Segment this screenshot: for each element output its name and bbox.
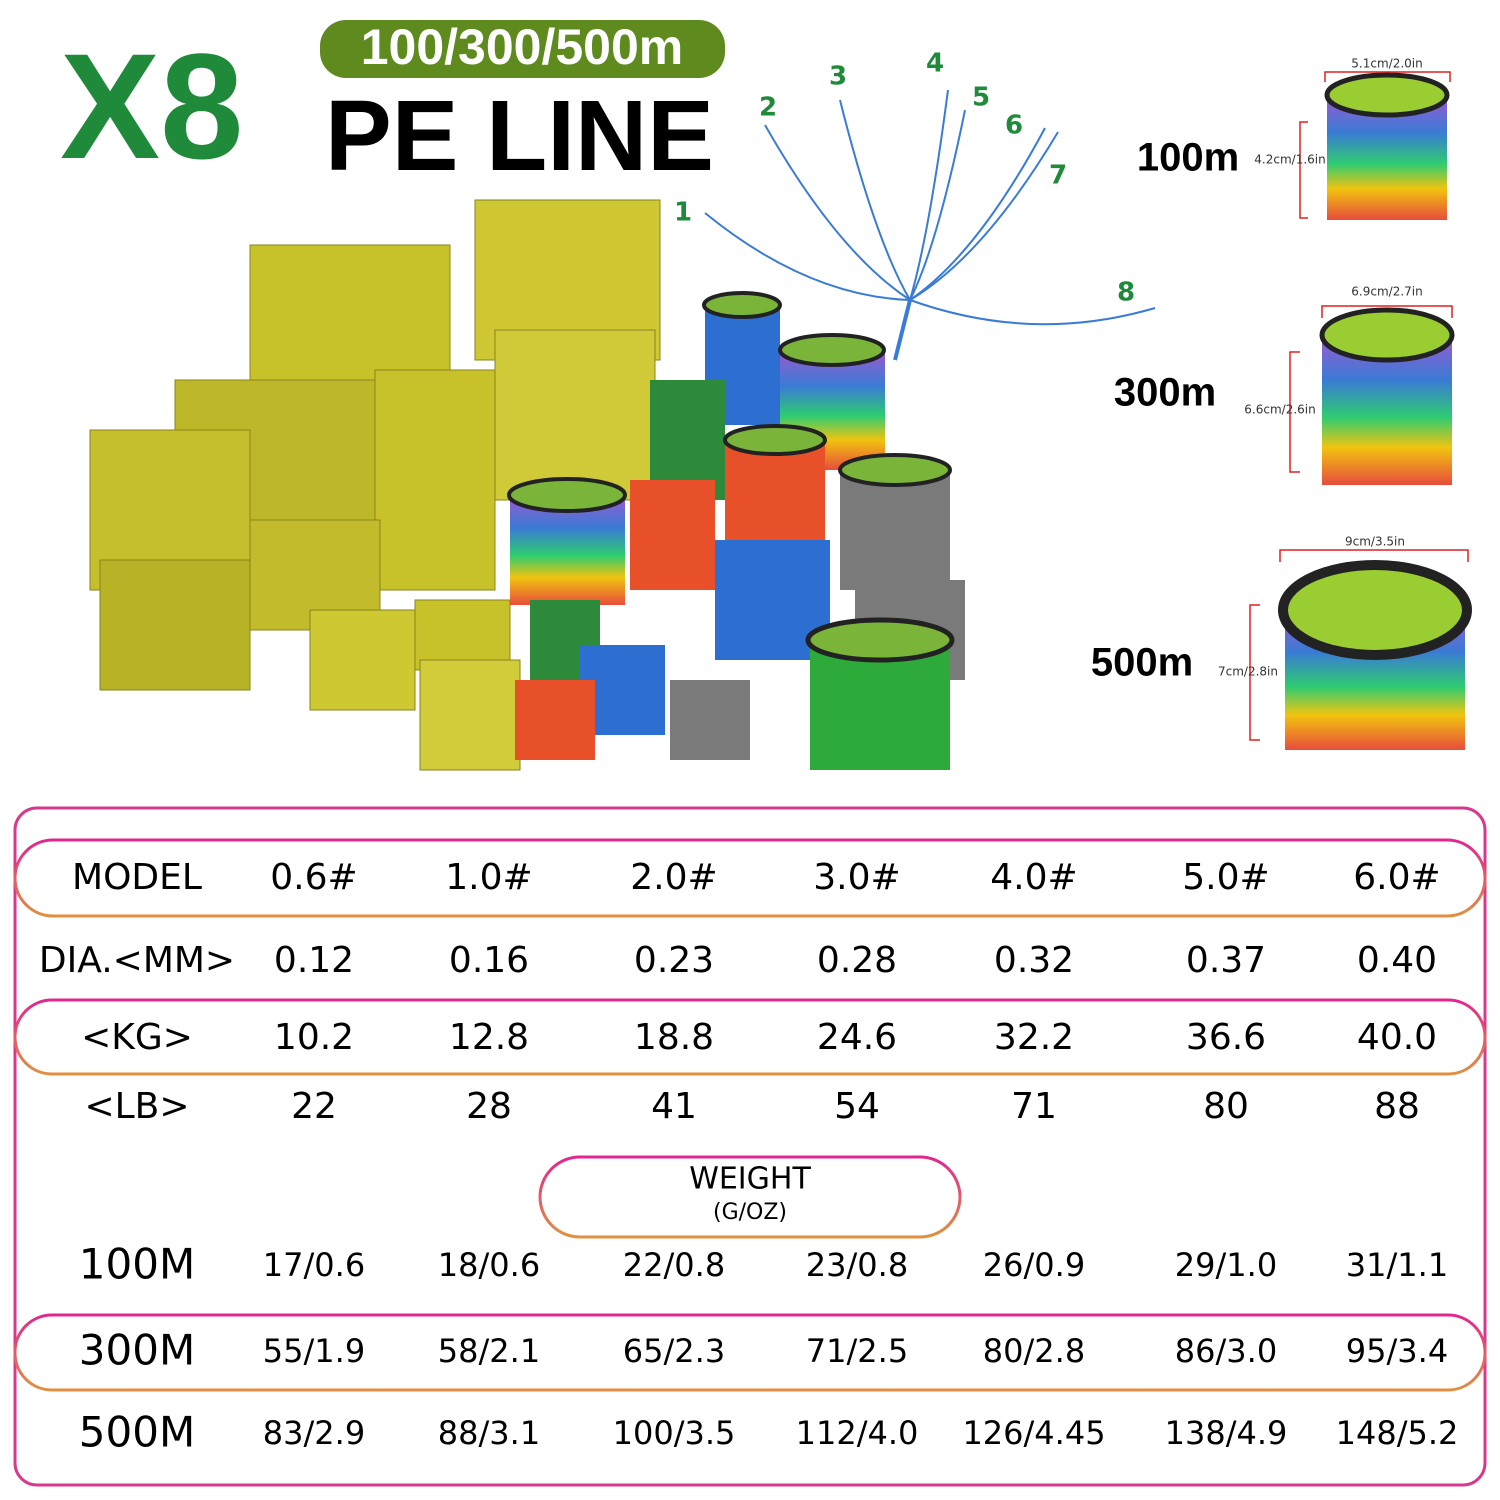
spool-width: 6.9cm/2.7in	[1351, 285, 1422, 299]
header-cell: 3.0#	[813, 857, 900, 898]
header-cell: 0.6#	[270, 857, 357, 898]
cell: 71	[1011, 1086, 1057, 1127]
strand-number: 3	[829, 62, 847, 92]
spool-height: 4.2cm/1.6in	[1254, 153, 1325, 167]
length-label: 500M	[79, 1408, 195, 1457]
table-frame	[13, 806, 1487, 1487]
weight-cell: 31/1.1	[1346, 1246, 1448, 1284]
weight-cell: 88/3.1	[438, 1414, 540, 1452]
strand-number: 2	[759, 93, 777, 123]
strand	[909, 299, 1156, 326]
weight-cell: 22/0.8	[623, 1246, 725, 1284]
cell: 24.6	[817, 1017, 897, 1058]
header-cell: 5.0#	[1182, 857, 1269, 898]
strand-number: 5	[972, 83, 990, 113]
weight-cell: 71/2.5	[806, 1332, 908, 1370]
cell: 32.2	[994, 1017, 1074, 1058]
weight-cell: 83/2.9	[263, 1414, 365, 1452]
weight-cell: 26/0.9	[983, 1246, 1085, 1284]
cell: 36.6	[1186, 1017, 1266, 1058]
cell: 18.8	[634, 1017, 714, 1058]
cell: 28	[466, 1086, 512, 1127]
weight-unit: (G/OZ)	[713, 1200, 787, 1225]
strand-number: 1	[674, 198, 692, 228]
weight-cell: 86/3.0	[1175, 1332, 1277, 1370]
strand-number: 7	[1049, 161, 1067, 191]
header-cell: 1.0#	[445, 857, 532, 898]
spool-height: 7cm/2.8in	[1218, 665, 1278, 679]
cell: 40.0	[1357, 1017, 1437, 1058]
weight-cell: 65/2.3	[623, 1332, 725, 1370]
cell: 22	[291, 1086, 337, 1127]
header-cell: 4.0#	[990, 857, 1077, 898]
row-highlight	[13, 1313, 1487, 1392]
cell: 0.12	[274, 940, 354, 981]
row-highlight	[13, 838, 1487, 918]
cell: <LB>	[84, 1086, 189, 1127]
weight-cell: 58/2.1	[438, 1332, 540, 1370]
weight-cell: 55/1.9	[263, 1332, 365, 1370]
cell: 80	[1203, 1086, 1249, 1127]
strand	[839, 99, 911, 301]
cell: 0.23	[634, 940, 714, 981]
cell: 0.28	[817, 940, 897, 981]
cell: 88	[1374, 1086, 1420, 1127]
strand	[909, 127, 1046, 301]
cell: 0.40	[1357, 940, 1437, 981]
spool-labels: 100m 5.1cm/2.0in 4.2cm/1.6in 300m 6.9cm/2.7i…	[1091, 57, 1423, 685]
cell: 0.37	[1186, 940, 1266, 981]
weight-cell: 100/3.5	[613, 1414, 736, 1452]
strand-number: 4	[926, 49, 944, 79]
cell: <KG>	[81, 1017, 193, 1058]
weight-cell: 23/0.8	[806, 1246, 908, 1284]
length-label: 300M	[79, 1326, 195, 1375]
title: X8	[60, 22, 243, 190]
strand	[764, 124, 911, 301]
spool-length: 100m	[1137, 136, 1239, 180]
weight-cell: 80/2.8	[983, 1332, 1085, 1370]
cell: 10.2	[274, 1017, 354, 1058]
weight-cell: 126/4.45	[962, 1414, 1105, 1452]
strand	[909, 131, 1059, 301]
subtitle: PE LINE	[325, 80, 714, 192]
weight-highlight	[538, 1155, 962, 1239]
weight-cell: 18/0.6	[438, 1246, 540, 1284]
weight-cell: 148/5.2	[1336, 1414, 1459, 1452]
length-badge: 100/300/500m	[361, 19, 684, 75]
row-highlight	[13, 998, 1487, 1076]
spool-length: 300m	[1114, 371, 1216, 415]
header-cell: MODEL	[72, 857, 202, 898]
cell: 41	[651, 1086, 697, 1127]
header-cell: 6.0#	[1353, 857, 1440, 898]
product-photo	[89, 199, 965, 771]
bundle	[893, 299, 912, 361]
cell: DIA.<MM>	[39, 940, 235, 981]
spec-table: MODEL 0.6# 1.0# 2.0# 3.0# 4.0# 5.0# 6.0# DIA.<MM…	[39, 857, 1458, 1457]
spool-length: 500m	[1091, 641, 1193, 685]
cell: 0.32	[994, 940, 1074, 981]
strand	[704, 212, 911, 301]
weight-cell: 29/1.0	[1175, 1246, 1277, 1284]
weight-cell: 95/3.4	[1346, 1332, 1448, 1370]
cell: 0.16	[449, 940, 529, 981]
weight-cell: 138/4.9	[1165, 1414, 1288, 1452]
strand-number: 6	[1005, 111, 1023, 141]
spool-width: 5.1cm/2.0in	[1351, 57, 1422, 71]
length-label: 100M	[79, 1240, 195, 1289]
weight-cell: 112/4.0	[796, 1414, 919, 1452]
spool-height: 6.6cm/2.6in	[1244, 403, 1315, 417]
strand	[909, 89, 949, 301]
weight-title: WEIGHT	[689, 1162, 811, 1197]
spool-width: 9cm/3.5in	[1345, 535, 1405, 549]
spool-images	[1249, 71, 1472, 750]
weight-cell: 17/0.6	[263, 1246, 365, 1284]
strand	[909, 109, 966, 301]
strand-number: 8	[1117, 278, 1135, 308]
header-cell: 2.0#	[630, 857, 717, 898]
cell: 12.8	[449, 1017, 529, 1058]
cell: 54	[834, 1086, 880, 1127]
badge-bg	[320, 20, 725, 78]
